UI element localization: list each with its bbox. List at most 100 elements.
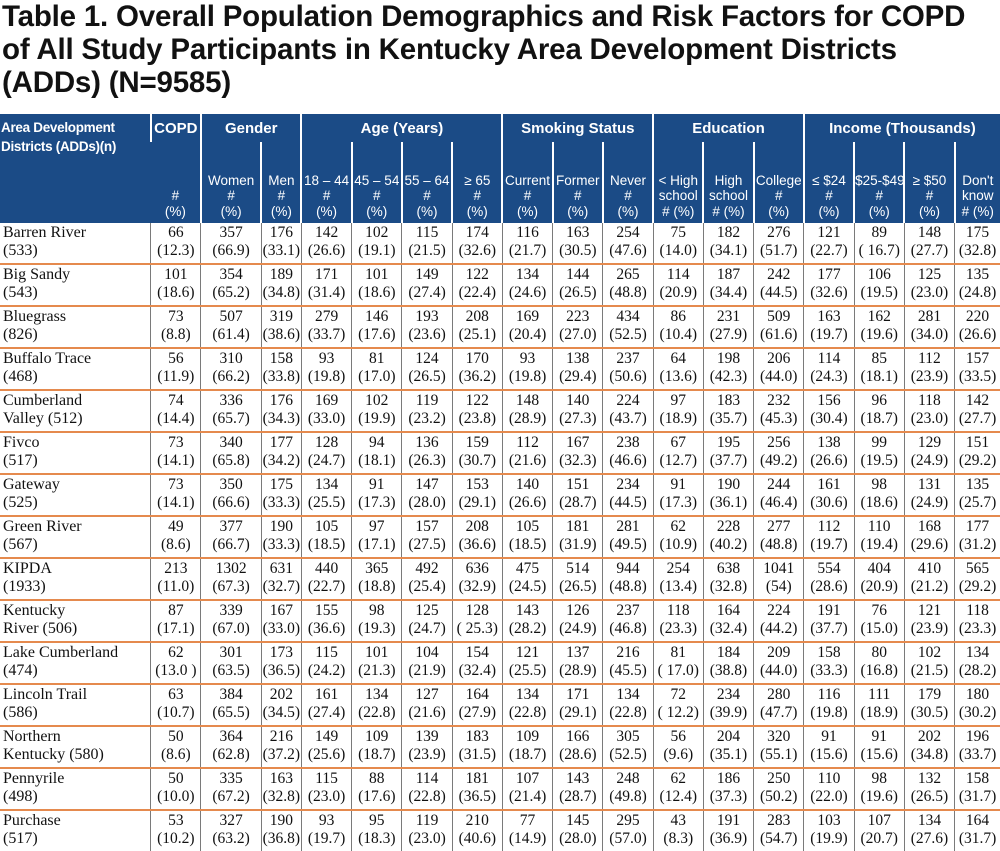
subheader-line: 55 – 64 (404, 172, 450, 188)
percent-value: (13.6) (659, 367, 697, 385)
district-name-line: Buffalo Trace (3, 350, 92, 367)
percent-value: (26.5) (559, 577, 597, 595)
percent-value: (18.1) (860, 367, 898, 385)
subheader-line: (%) (416, 203, 438, 219)
value-cell: 176 (33.1) (260, 223, 302, 264)
count-value: 237 (616, 602, 640, 619)
value-cell: 121 (25.5) (501, 642, 553, 684)
value-cell: 248 (49.8) (602, 768, 654, 810)
count-value: 114 (415, 770, 439, 787)
count-value: 66 (168, 224, 184, 241)
percent-value: (22.0) (810, 787, 848, 805)
count-value: 202 (269, 686, 293, 703)
value-cell: 81 (17.0) (351, 348, 402, 390)
percent-value: (29.2) (958, 451, 997, 469)
count-value: 181 (465, 770, 489, 787)
demographics-table: Area Development Districts (ADDs)(n) COP… (0, 114, 1000, 851)
district-name-cell: KIPDA (1933) (0, 558, 151, 600)
percent-value: (26.5) (408, 367, 446, 385)
value-cell: 174 (32.6) (451, 223, 503, 264)
subheader-line (151, 173, 200, 189)
value-cell: 50 (10.0) (150, 768, 201, 810)
percent-value: (21.6) (508, 451, 547, 469)
percent-value: (28.7) (559, 493, 597, 511)
count-value: 182 (716, 224, 741, 241)
count-value: 565 (965, 560, 990, 577)
count-value: 151 (965, 434, 990, 451)
percent-value: (8.6) (161, 745, 191, 763)
subheader-line: (%) (466, 203, 488, 219)
percent-value: (20.7) (860, 829, 898, 847)
count-value: 107 (867, 812, 891, 829)
table-row: Gateway (525) 73 (14.1) 350 (66.6) 175 (33.3) 13… (0, 474, 1000, 516)
value-cell: 134 (22.8) (602, 684, 654, 726)
value-cell: 66 (12.3) (150, 223, 201, 264)
percent-value: (19.9) (358, 409, 396, 427)
percent-value: (66.9) (212, 241, 250, 259)
value-cell: 147 (28.0) (401, 474, 453, 516)
percent-value: (54.7) (760, 829, 798, 847)
percent-value: ( 17.0) (657, 661, 699, 679)
value-cell: 164 (32.4) (702, 600, 754, 642)
percent-value: (28.9) (559, 661, 597, 679)
percent-value: (31.4) (307, 283, 346, 301)
value-cell: 305 (52.5) (602, 726, 654, 768)
count-value: 193 (415, 308, 439, 325)
count-value: 295 (616, 812, 640, 829)
value-cell: 280 (47.7) (753, 684, 804, 726)
count-value: 149 (314, 728, 339, 745)
value-cell: 121 (22.7) (803, 223, 855, 264)
subheader-college: College # (%) (752, 142, 804, 223)
value-cell: 354 (65.2) (200, 264, 262, 306)
district-name-line: Valley (512) (3, 409, 83, 427)
count-value: 636 (465, 560, 489, 577)
count-value: 191 (716, 812, 741, 829)
percent-value: (18.7) (358, 745, 396, 763)
value-cell: 124 (26.5) (401, 348, 453, 390)
percent-value: (16.8) (860, 661, 898, 679)
table-row: Buffalo Trace (468) 56 (11.9) 310 (66.2) 158 (3… (0, 348, 1000, 390)
count-value: 115 (315, 644, 338, 661)
count-value: 440 (314, 560, 339, 577)
count-value: 64 (670, 350, 687, 367)
count-value: 196 (965, 728, 990, 745)
value-cell: 102 (19.1) (351, 223, 402, 264)
subheader-line: ≥ 65 (464, 172, 491, 188)
subheader-line: Women (207, 172, 255, 188)
count-value: 118 (918, 392, 941, 409)
count-value: 256 (767, 434, 791, 451)
percent-value: (14.0) (659, 241, 697, 259)
subheader-age1: 18 – 44 # (%) (300, 142, 352, 223)
count-value: 125 (415, 602, 439, 619)
district-name-cell: Purchase (517) (0, 810, 151, 851)
value-cell: 91 (15.6) (853, 726, 905, 768)
value-cell: 43 (8.3) (652, 810, 704, 851)
value-cell: 153 (29.1) (451, 474, 503, 516)
percent-value: (34.0) (910, 325, 949, 343)
count-value: 184 (716, 644, 741, 661)
percent-value: (21.3) (358, 661, 396, 679)
value-cell: 107 (20.7) (853, 810, 905, 851)
count-value: 340 (219, 434, 243, 451)
count-value: 158 (965, 770, 990, 787)
value-cell: 507 (61.4) (200, 306, 262, 348)
value-cell: 95 (18.3) (351, 810, 402, 851)
count-value: 220 (965, 308, 990, 325)
percent-value: (19.6) (860, 787, 898, 805)
count-value: 131 (917, 476, 942, 493)
count-value: 110 (867, 518, 891, 535)
count-value: 87 (168, 602, 184, 619)
subheader-age2: 45 – 54 # (%) (350, 142, 402, 223)
percent-value: (32.8) (262, 787, 301, 805)
value-cell: 944 (48.8) (602, 558, 654, 600)
percent-value: (37.2) (262, 745, 301, 763)
value-cell: 148 (28.9) (501, 390, 553, 432)
value-cell: 231 (27.9) (702, 306, 754, 348)
percent-value: (25.1) (458, 325, 497, 343)
percent-value: (30.2) (958, 703, 997, 721)
percent-value: (23.9) (408, 745, 446, 763)
value-cell: 157 (27.5) (401, 516, 453, 558)
count-value: 163 (817, 308, 841, 325)
percent-value: (65.5) (212, 703, 250, 721)
percent-value: (14.1) (157, 451, 195, 469)
